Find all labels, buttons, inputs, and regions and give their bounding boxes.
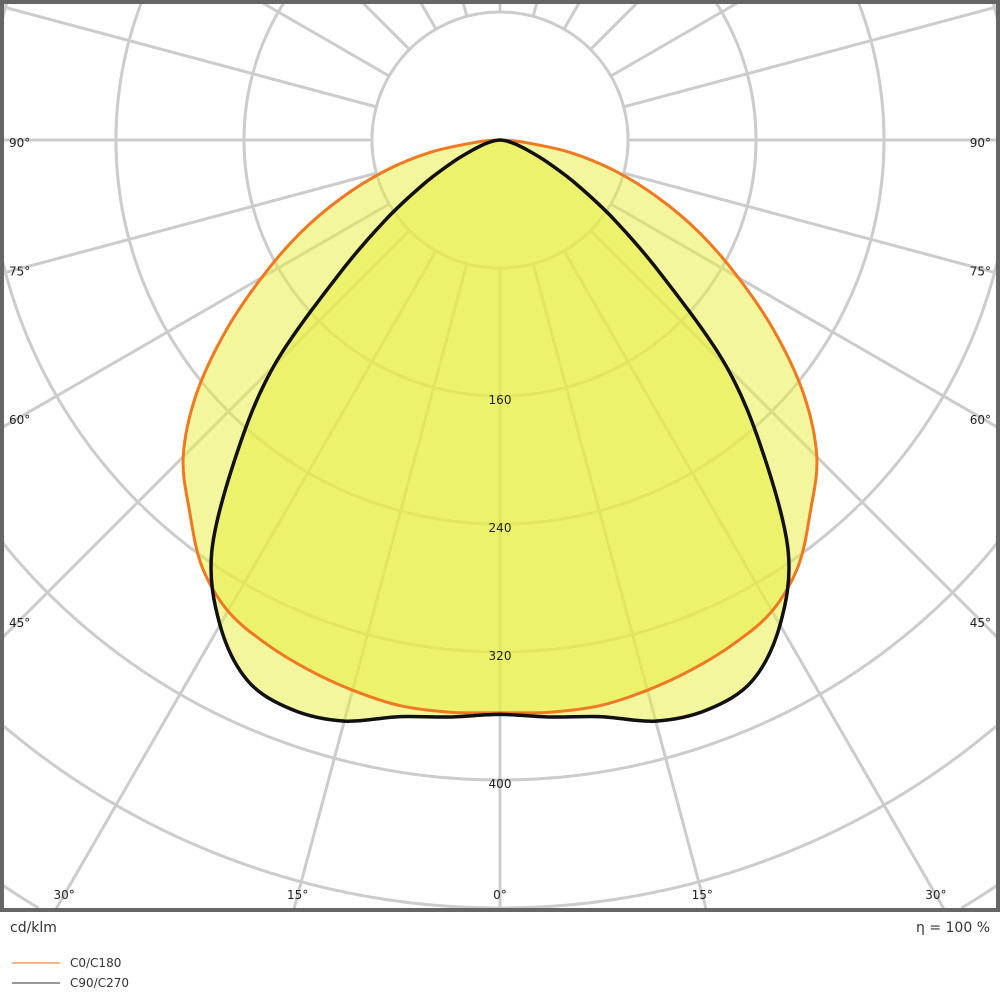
- angle-label-left: 90°: [9, 136, 30, 150]
- grid-ring: [2, 725, 500, 910]
- grid-radial-line: [260, 2, 390, 78]
- axis-labels: 160 240 320 400 30° 15° 0° 15° 30° 45° 45° 60° 60° 75…: [9, 136, 991, 902]
- curve-fills: [183, 140, 817, 722]
- angle-label-left: 45°: [9, 616, 30, 630]
- grid-radial-line: [531, 2, 539, 17]
- grid-radial-line: [360, 2, 411, 51]
- angle-label-left: 60°: [9, 413, 30, 427]
- grid-ring: [2, 883, 40, 910]
- legend-label-c90-c270: C90/C270: [70, 976, 129, 990]
- angle-label-right: 45°: [970, 616, 991, 630]
- legend-item-c90-c270: C90/C270: [12, 976, 129, 990]
- unit-label: cd/klm: [10, 920, 57, 936]
- grid-ring: [500, 541, 998, 782]
- legend-swatch-c0-c180: [12, 962, 60, 964]
- grid-radial-line: [589, 2, 640, 51]
- angle-label-bottom: 15°: [692, 888, 713, 902]
- angle-label-bottom: 15°: [287, 888, 308, 902]
- curve-c90-c270: [209, 138, 791, 724]
- angle-label-right: 90°: [970, 136, 991, 150]
- angle-label-bottom: 0°: [493, 888, 507, 902]
- fill-c90-c270: [211, 140, 789, 722]
- angle-label-right: 60°: [970, 413, 991, 427]
- angle-label-left: 75°: [9, 265, 30, 279]
- grid-radial-line: [2, 5, 377, 109]
- ring-label: 160: [489, 393, 512, 407]
- grid-ring: [960, 883, 998, 910]
- legend-swatch-c90-c270: [12, 982, 60, 984]
- legend-item-c0-c180: C0/C180: [12, 956, 121, 970]
- angle-label-bottom: 30°: [925, 888, 946, 902]
- angle-label-bottom: 30°: [53, 888, 74, 902]
- ring-label: 240: [489, 521, 512, 535]
- angle-label-right: 75°: [970, 265, 991, 279]
- ring-label: 320: [489, 649, 512, 663]
- grid-radial-line: [623, 171, 998, 275]
- efficiency-label: η = 100 %: [916, 920, 990, 936]
- grid-radial-line: [2, 171, 377, 275]
- grid-radial-line: [623, 5, 998, 109]
- grid-radial-line: [610, 2, 740, 78]
- grid-radial-line: [419, 2, 438, 30]
- grid-ring: [2, 541, 500, 782]
- ring-label: 400: [489, 777, 512, 791]
- grid-radial-line: [562, 2, 581, 30]
- grid-ring: [500, 725, 998, 910]
- grid-radial-line: [461, 2, 469, 17]
- curves: [181, 138, 819, 724]
- polar-intensity-chart: 160 240 320 400 30° 15° 0° 15° 30° 45° 45° 60° 60° 75…: [0, 0, 1000, 912]
- legend-label-c0-c180: C0/C180: [70, 956, 122, 970]
- chart-frame: [0, 0, 1000, 912]
